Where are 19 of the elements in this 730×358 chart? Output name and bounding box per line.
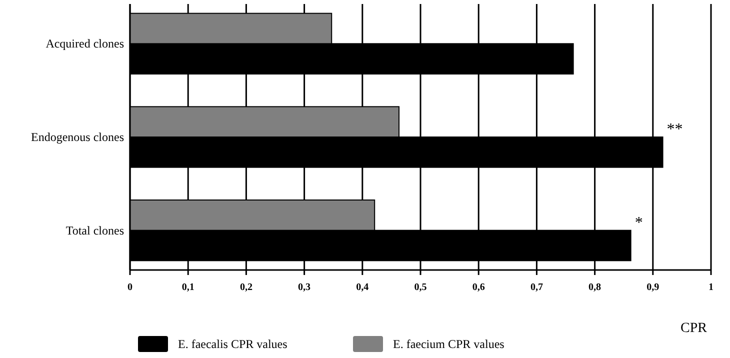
x-tick-label: 0,9 (646, 282, 660, 293)
x-tick-label: 0,3 (298, 282, 311, 293)
x-tick-label: 0 (128, 282, 132, 293)
y-tick-label: Endogenous clones (31, 130, 124, 144)
x-axis-title: CPR (680, 321, 708, 336)
x-tick-label: 0,2 (240, 282, 252, 293)
legend-label: E. faecalis CPR values (178, 337, 288, 351)
annotation: ** (666, 120, 683, 138)
x-tick-label: 1 (708, 282, 714, 293)
x-tick-label: 0,4 (356, 282, 369, 293)
y-tick-label: Total clones (66, 223, 124, 238)
legend-label: E. faecium CPR values (393, 337, 505, 351)
x-tick-label: 0,8 (588, 282, 602, 293)
x-tick-label: 0,1 (182, 282, 194, 293)
x-tick-label: 0,5 (414, 282, 427, 293)
annotation: * (634, 214, 643, 232)
x-tick-label: 0,6 (472, 282, 485, 293)
x-tick-label: 0,7 (530, 282, 543, 293)
y-tick-label: Acquired clones (46, 36, 124, 51)
